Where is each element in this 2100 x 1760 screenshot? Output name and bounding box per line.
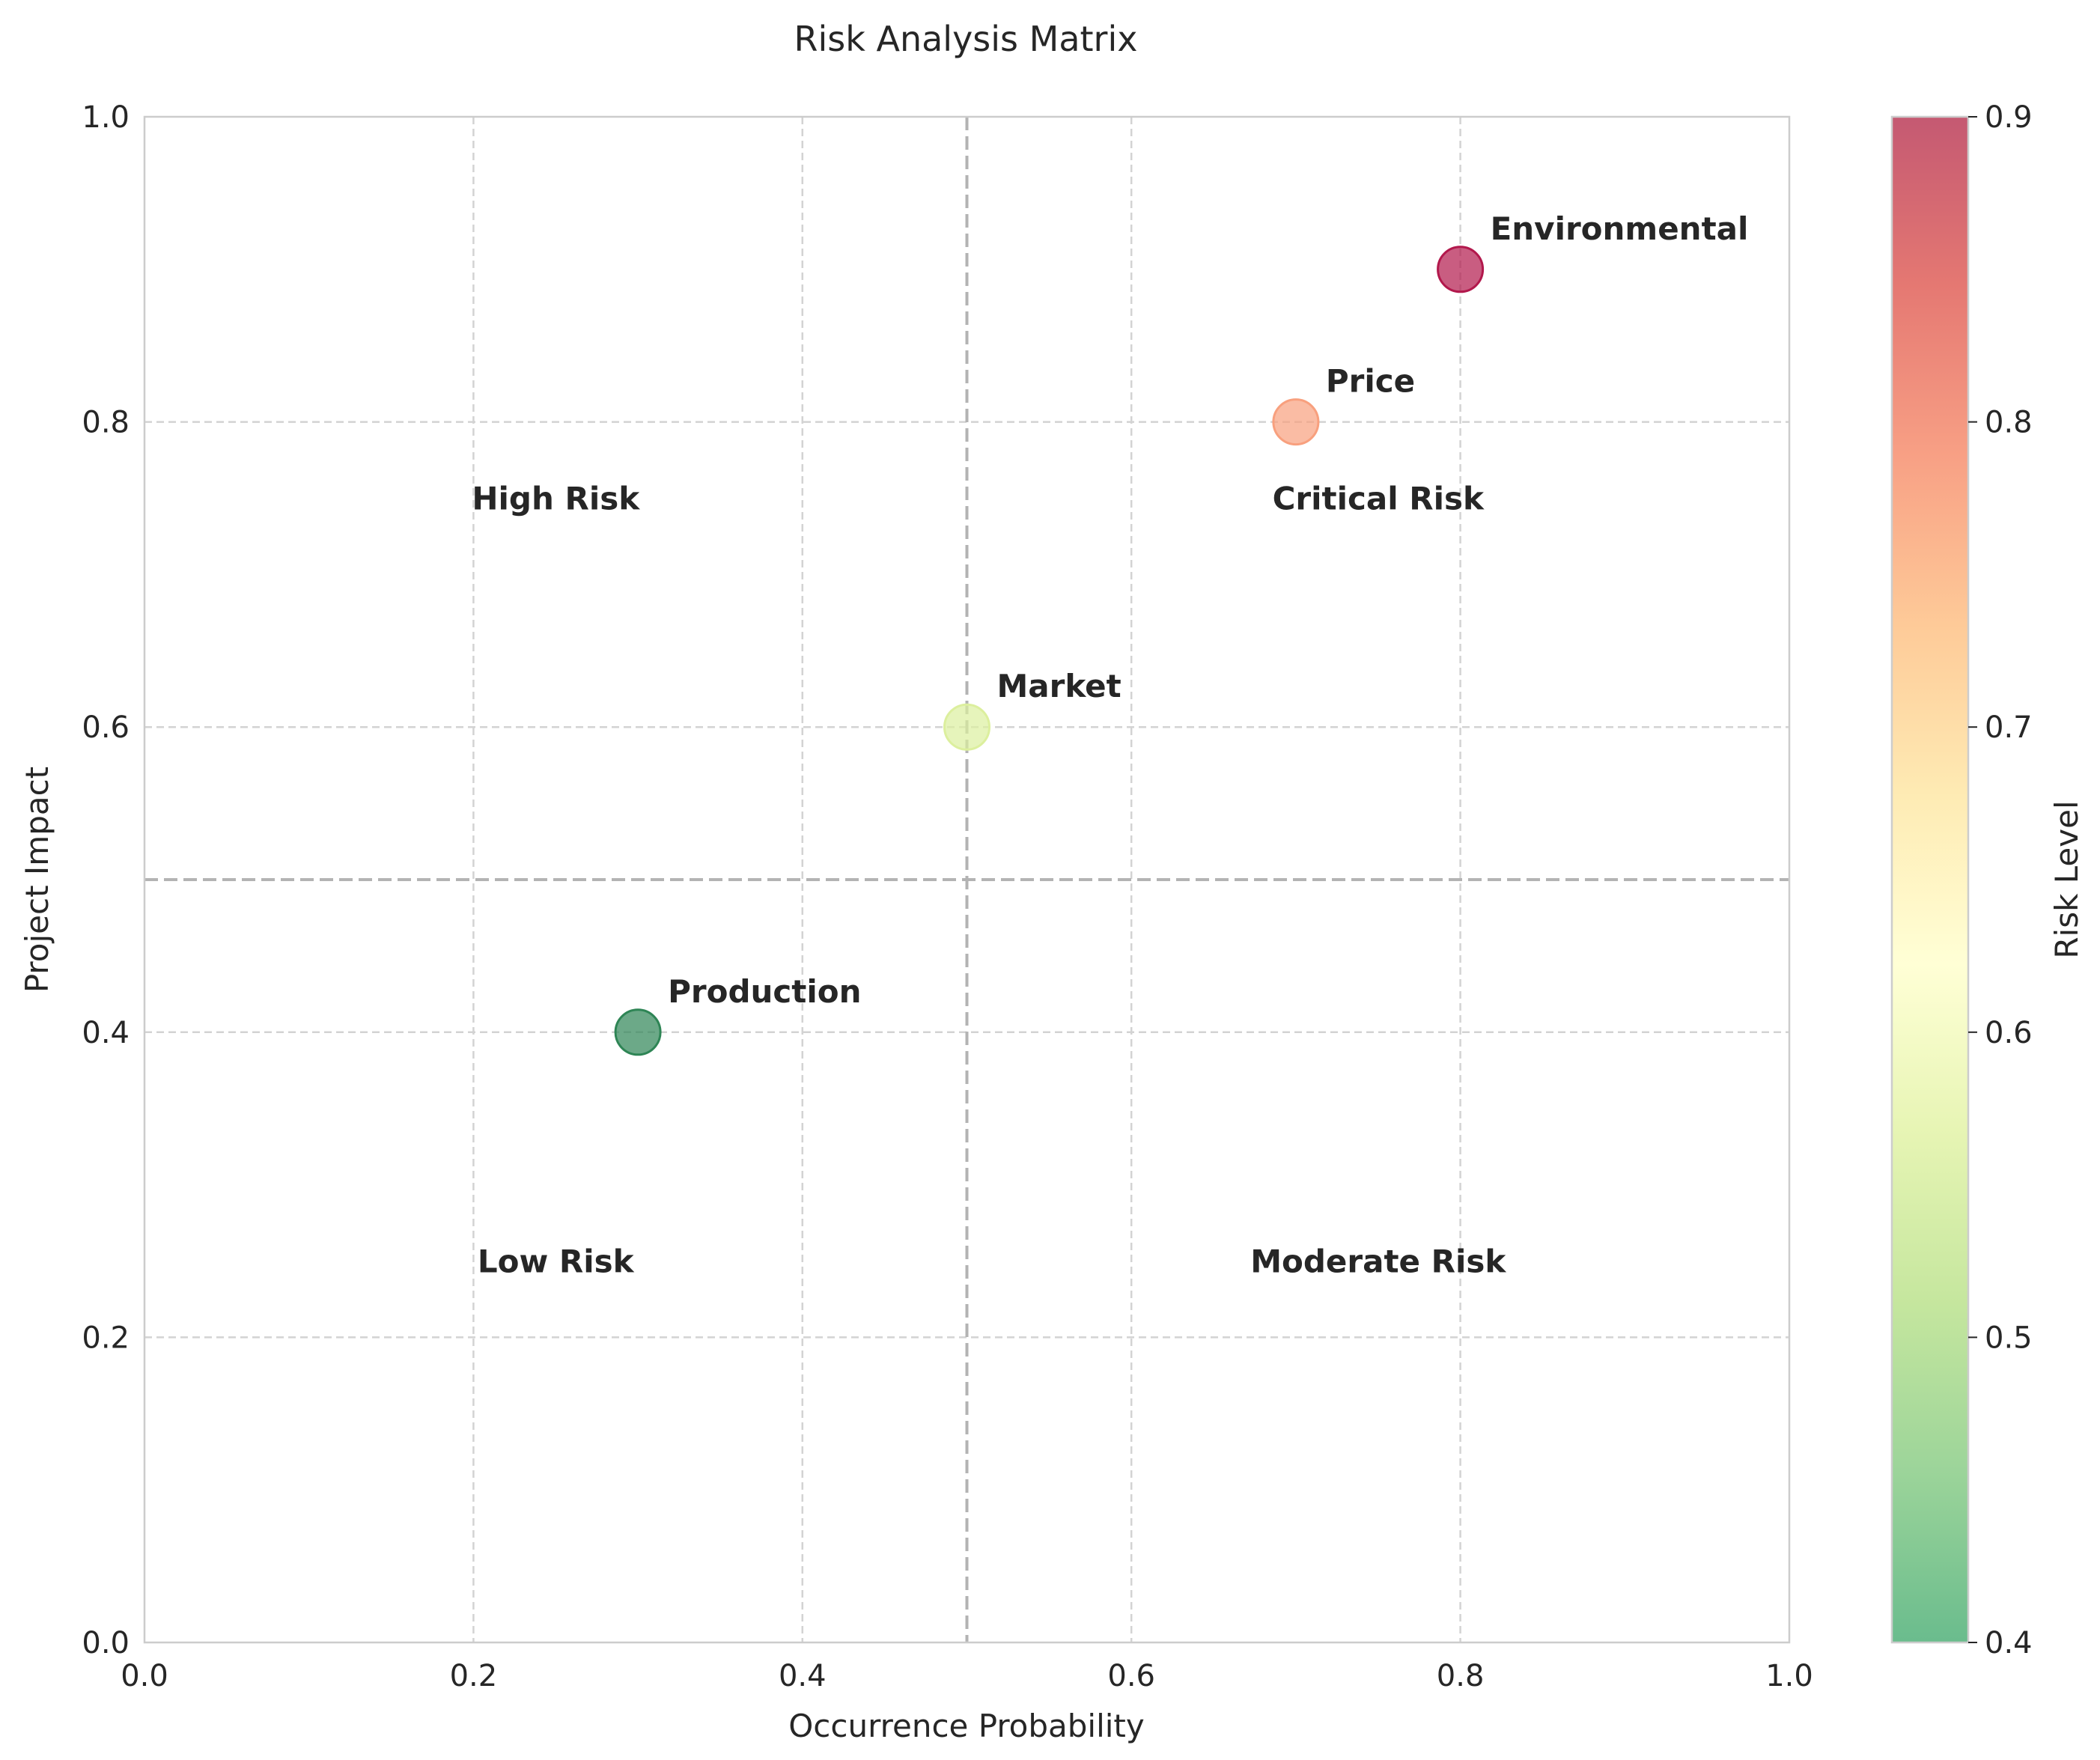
y-tick-label: 0.8: [82, 406, 130, 440]
point-labels: Production Market Price Environmental: [668, 210, 1748, 1010]
x-axis-ticks: 0.0 0.2 0.4 0.6 0.8 1.0: [121, 1659, 1813, 1693]
data-points: [614, 246, 1485, 1056]
x-tick-label: 1.0: [1765, 1659, 1813, 1693]
threshold-lines: [144, 117, 1789, 1642]
y-axis-label: Project Impact: [19, 767, 55, 993]
y-tick-label: 0.2: [82, 1321, 130, 1355]
chart-title: Risk Analysis Matrix: [794, 19, 1138, 59]
quadrant-label: Critical Risk: [1273, 481, 1485, 517]
y-tick-label: 0.6: [82, 710, 130, 745]
data-point: [614, 1008, 662, 1056]
colorbar-tick-label: 0.5: [1985, 1321, 2033, 1355]
point-label: Price: [1326, 363, 1415, 400]
y-tick-label: 0.4: [82, 1016, 130, 1050]
quadrant-label: Low Risk: [478, 1243, 635, 1280]
point-label: Market: [997, 668, 1121, 704]
grid-lines: [144, 117, 1789, 1642]
data-point: [1272, 398, 1320, 446]
quadrant-labels: High Risk Critical Risk Low Risk Moderate R…: [472, 481, 1506, 1280]
data-point: [943, 703, 990, 751]
data-point: [1437, 246, 1485, 293]
colorbar-tick-label: 0.4: [1985, 1626, 2033, 1660]
y-axis-ticks: 0.0 0.2 0.4 0.6 0.8 1.0: [82, 100, 130, 1660]
colorbar-label: Risk Level: [2048, 800, 2085, 958]
colorbar-tick-label: 0.8: [1985, 406, 2033, 440]
colorbar-ticks: 0.4 0.5 0.6 0.7 0.8 0.9: [1968, 100, 2033, 1660]
x-tick-label: 0.4: [779, 1659, 827, 1693]
y-tick-label: 1.0: [82, 100, 130, 135]
colorbar: [1890, 115, 1970, 1644]
x-tick-label: 0.6: [1107, 1659, 1155, 1693]
x-tick-label: 0.2: [450, 1659, 498, 1693]
x-tick-label: 0.8: [1437, 1659, 1485, 1693]
point-label: Production: [668, 973, 861, 1010]
plot-area-frame: [143, 115, 1791, 1644]
colorbar-tick-label: 0.7: [1985, 710, 2033, 745]
quadrant-label: Moderate Risk: [1250, 1243, 1506, 1280]
x-axis-label: Occurrence Probability: [788, 1708, 1145, 1744]
colorbar-tick-label: 0.6: [1985, 1016, 2033, 1050]
y-tick-label: 0.0: [82, 1626, 130, 1660]
quadrant-label: High Risk: [472, 481, 640, 517]
colorbar-tick-label: 0.9: [1985, 100, 2033, 135]
x-tick-label: 0.0: [121, 1659, 168, 1693]
point-label: Environmental: [1491, 210, 1749, 247]
